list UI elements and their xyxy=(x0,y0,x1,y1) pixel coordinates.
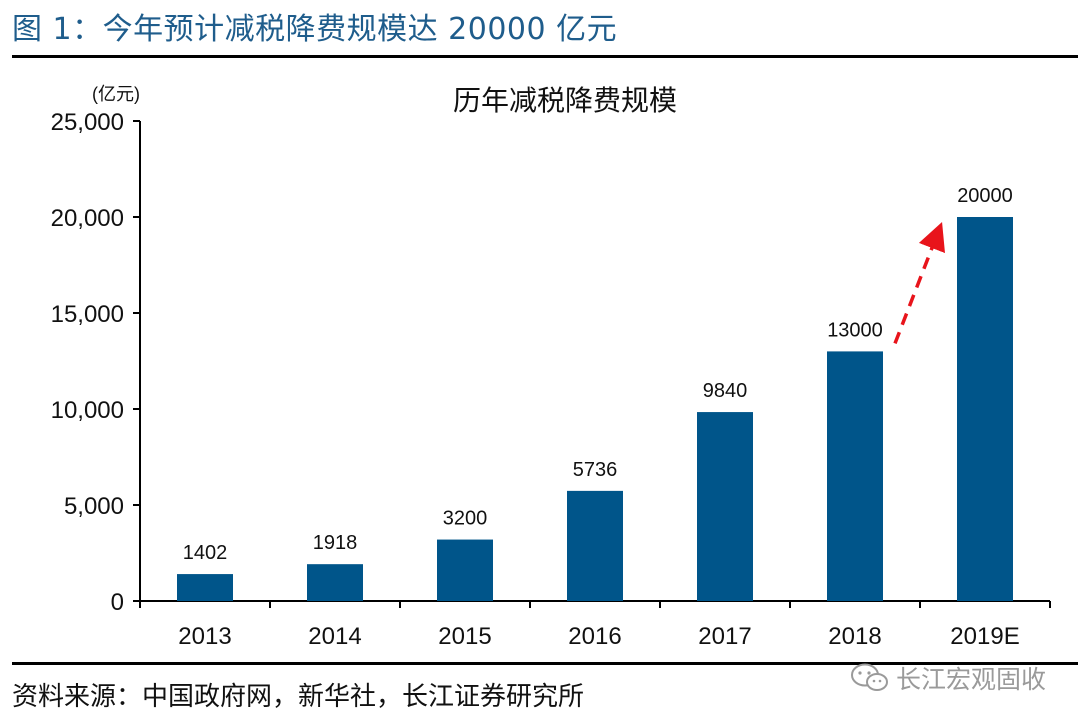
data-label: 5736 xyxy=(573,459,618,481)
data-label: 1918 xyxy=(313,532,358,554)
watermark-text: 长江宏观固收 xyxy=(895,665,1046,694)
data-label: 20000 xyxy=(957,185,1013,207)
x-axis: 2013 2014 2015 2016 2017 2018 2019E xyxy=(139,600,1051,650)
y-tick-label: 0 xyxy=(111,589,124,616)
x-tick-label: 2018 xyxy=(828,623,881,650)
trend-arrow xyxy=(893,221,945,345)
y-axis: 0 5,000 10,000 15,000 20,000 25,000 xyxy=(51,109,141,616)
y-tick-label: 5,000 xyxy=(64,493,124,520)
bar xyxy=(697,412,753,601)
x-tick-label: 2017 xyxy=(698,623,751,650)
data-label: 3200 xyxy=(443,508,488,530)
bar xyxy=(827,351,883,601)
x-tick-label: 2015 xyxy=(438,623,491,650)
x-tick-label: 2019E xyxy=(950,623,1019,650)
chart-title: 历年减税降费规模 xyxy=(453,85,677,116)
x-tick-label: 2016 xyxy=(568,623,621,650)
data-label: 13000 xyxy=(827,319,883,341)
y-tick-label: 15,000 xyxy=(51,301,124,328)
data-label: 9840 xyxy=(703,380,748,402)
y-tick-label: 25,000 xyxy=(51,109,124,136)
top-rule xyxy=(12,55,1078,58)
bars xyxy=(177,217,1013,601)
watermark: 长江宏观固收 xyxy=(850,660,1046,696)
bar xyxy=(957,217,1013,601)
data-label: 1402 xyxy=(183,542,228,564)
bar xyxy=(177,574,233,601)
bar xyxy=(567,490,623,601)
bar xyxy=(307,564,363,601)
y-unit-label: (亿元) xyxy=(92,84,140,104)
source-note: 资料来源：中国政府网，新华社，长江证券研究所 xyxy=(12,682,585,712)
y-tick-label: 10,000 xyxy=(51,397,124,424)
data-labels: 1402 1918 3200 5736 9840 13000 20000 xyxy=(183,185,1013,564)
bar-chart: 历年减税降费规模 (亿元) 0 5,000 10,000 15,000 20,000 25… xyxy=(51,84,1051,650)
bar xyxy=(437,539,493,601)
x-tick-label: 2013 xyxy=(178,623,231,650)
x-tick-label: 2014 xyxy=(308,623,361,650)
bottom-rule xyxy=(12,662,1078,665)
y-tick-label: 20,000 xyxy=(51,205,124,232)
wechat-icon xyxy=(850,663,888,691)
figure-title: 图 1：今年预计减税降费规模达 20000 亿元 xyxy=(12,12,618,47)
